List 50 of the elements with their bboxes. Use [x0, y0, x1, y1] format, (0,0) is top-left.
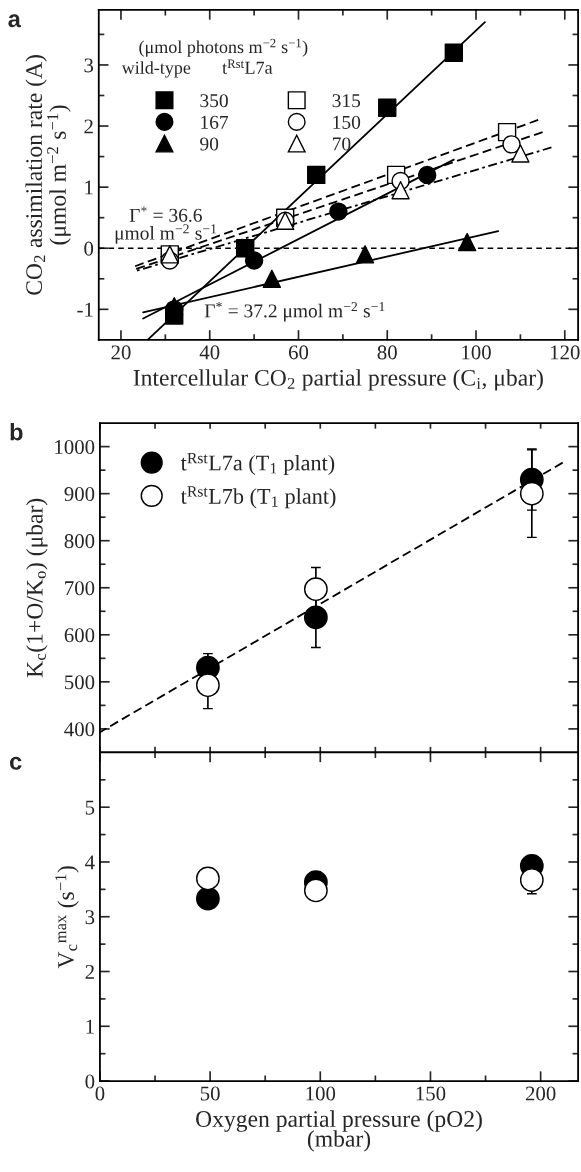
legend-label: 90: [200, 137, 219, 151]
chart-title: b: [10, 423, 23, 441]
legend-label: 315: [332, 94, 361, 108]
y-tick-label: 4: [85, 855, 95, 870]
chart-title: c: [10, 756, 22, 770]
y-tick-label: 500: [65, 675, 95, 690]
x-tick-label: 100: [462, 345, 491, 360]
y-tick-label: 1: [86, 1019, 94, 1034]
y-tick-label: 2: [84, 119, 93, 134]
y-tick-label: 0: [85, 1074, 95, 1089]
legend-label: 350: [200, 94, 228, 108]
y-axis-title: CO$_{2}$ assimilation rate (A) (μmol m$^{−2}$ s$^{−1}$): [25, 55, 71, 295]
y-tick-label: 600: [64, 628, 95, 643]
annotation: Γ$^{*}$ = 37.2 μmol m$^{−2}$ s$^{−1}$: [204, 302, 385, 322]
legend-title: (μmol photons m$^{−2}$ s$^{−1}$): [139, 38, 308, 57]
x-tick-label: 150: [416, 1086, 446, 1101]
x-tick-label: 200: [525, 1086, 556, 1101]
y-tick-label: 3: [84, 58, 94, 73]
legend-label: t$^{Rst}$L7b (T$_{1}$ plant): [180, 486, 336, 509]
y-tick-label: -1: [77, 302, 93, 317]
annotation: t$^{Rst}$L7a: [222, 59, 273, 74]
y-tick-label: 400: [64, 722, 95, 737]
legend-label: t$^{Rst}$L7a (T$_{1}$ plant): [180, 452, 335, 476]
y-axis-title: K$_{c}$(1+O/K$_{o}$) (μbar): [26, 498, 48, 678]
y-axis-title: V$_{c}$$^{max}$ (s$^{−1}$): [55, 866, 79, 969]
x-tick-label: 60: [288, 345, 309, 360]
legend-label: 150: [333, 115, 361, 129]
x-tick-label: 120: [550, 345, 580, 360]
y-tick-label: 5: [85, 800, 95, 815]
x-axis-title: Intercellular CO$_{2}$ partial pressure (C$_{i}$, μbar): [133, 369, 543, 391]
y-tick-label: 700: [65, 581, 95, 596]
x-tick-label: 80: [377, 345, 397, 360]
y-tick-label: 0: [84, 241, 94, 256]
chart-title: a: [8, 14, 21, 28]
x-tick-label: 40: [199, 345, 220, 360]
x-tick-label: 50: [200, 1086, 220, 1101]
y-tick-label: 2: [85, 964, 94, 979]
x-tick-label: 0: [95, 1086, 105, 1101]
x-axis-title: Oxygen partial pressure (pO2) (mbar): [196, 1110, 482, 1152]
y-tick-label: 3: [85, 910, 95, 925]
x-tick-label: 100: [306, 1086, 336, 1101]
x-tick-label: 20: [111, 345, 131, 360]
legend-label: 70: [332, 137, 351, 151]
y-tick-label: 1: [85, 180, 93, 195]
y-tick-label: 900: [64, 487, 95, 502]
legend-label: 167: [201, 115, 229, 129]
y-tick-label: 1000: [55, 439, 95, 455]
annotation: Γ$^{*}$ = 36.6 μmol m$^{−2}$ s$^{−1}$: [115, 206, 217, 244]
y-tick-label: 800: [64, 534, 95, 549]
annotation: wild-type: [121, 61, 191, 78]
